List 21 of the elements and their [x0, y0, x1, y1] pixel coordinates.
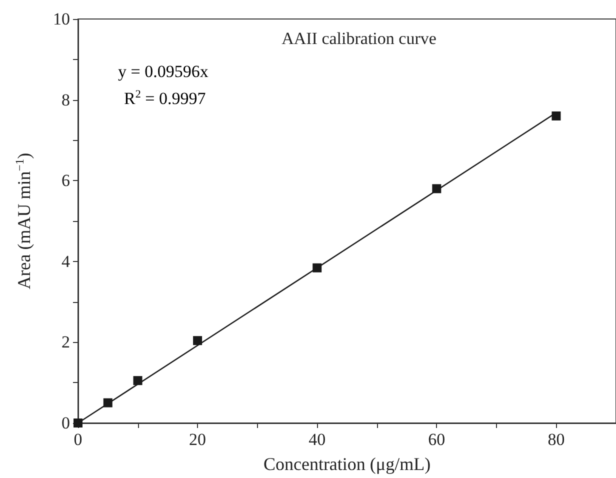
x-tick-label: 80 [548, 430, 565, 449]
y-tick-label: 2 [62, 332, 70, 352]
point [133, 376, 142, 386]
x-axis-title: Concentration (μg/mL) [263, 454, 431, 474]
point [312, 263, 322, 272]
x-tick-label: 60 [428, 430, 446, 449]
point [193, 336, 202, 346]
x-tick-label: 20 [189, 430, 206, 449]
x-tick-label: 40 [308, 430, 326, 449]
text: AAII calibration curve [282, 29, 436, 48]
point [103, 398, 112, 408]
y-axis-title: Area (mAU min−1) [13, 152, 34, 290]
y-tick-label: 6 [62, 171, 70, 190]
annotation: y = 0.09596x [118, 62, 209, 81]
point [552, 111, 561, 120]
point [432, 184, 442, 194]
y-tick-label: 4 [62, 252, 70, 271]
x-tick-label: 0 [74, 430, 82, 449]
y-tick-label: 10 [53, 10, 70, 28]
y-tick-label: 8 [62, 90, 70, 110]
y-tick-label: 0 [62, 414, 70, 432]
